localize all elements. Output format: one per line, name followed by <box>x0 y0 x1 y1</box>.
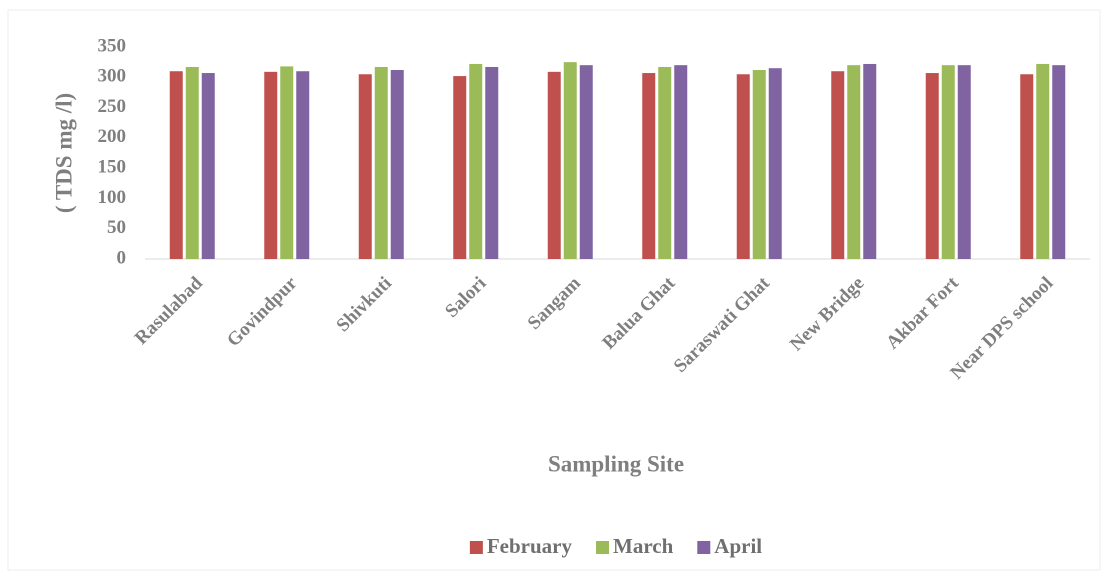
bar <box>296 71 310 259</box>
bar <box>925 73 939 259</box>
y-tick-label: 0 <box>117 247 127 268</box>
bar <box>280 66 294 259</box>
bar <box>752 70 766 259</box>
legend-swatch <box>469 541 483 554</box>
legend-label: April <box>714 534 762 558</box>
y-tick-label: 300 <box>98 66 127 87</box>
bar <box>957 65 971 260</box>
legend-swatch <box>697 541 711 554</box>
bar <box>201 73 215 259</box>
bar <box>185 66 199 259</box>
y-tick-label: 350 <box>98 35 127 56</box>
bar <box>469 63 483 260</box>
bar <box>736 74 750 259</box>
bar <box>453 76 467 260</box>
bar <box>485 66 499 259</box>
bar <box>941 65 955 260</box>
legend-label: February <box>487 534 573 558</box>
y-tick-label: 250 <box>98 96 127 117</box>
bar <box>847 65 861 260</box>
y-tick-label: 50 <box>107 217 126 238</box>
bar <box>642 73 656 259</box>
bar <box>264 71 278 259</box>
bar <box>658 66 672 259</box>
x-axis-title: Sampling Site <box>548 451 684 476</box>
bar <box>547 71 561 259</box>
bar <box>358 74 372 259</box>
bar <box>374 66 388 259</box>
bar <box>1020 74 1034 259</box>
y-tick-label: 100 <box>98 187 127 208</box>
bar <box>390 70 404 259</box>
bar <box>563 62 577 260</box>
bar <box>863 63 877 260</box>
bar <box>768 68 782 259</box>
bar <box>579 65 593 260</box>
bar <box>1036 63 1050 260</box>
legend-swatch <box>596 541 610 554</box>
bar <box>169 71 183 259</box>
y-tick-label: 150 <box>98 157 127 178</box>
bar <box>674 65 688 260</box>
y-tick-label: 200 <box>98 126 127 147</box>
bar <box>1052 65 1066 260</box>
bar <box>831 71 845 259</box>
legend-label: March <box>613 534 674 558</box>
y-axis-title: ( TDS mg /l) <box>51 93 76 213</box>
